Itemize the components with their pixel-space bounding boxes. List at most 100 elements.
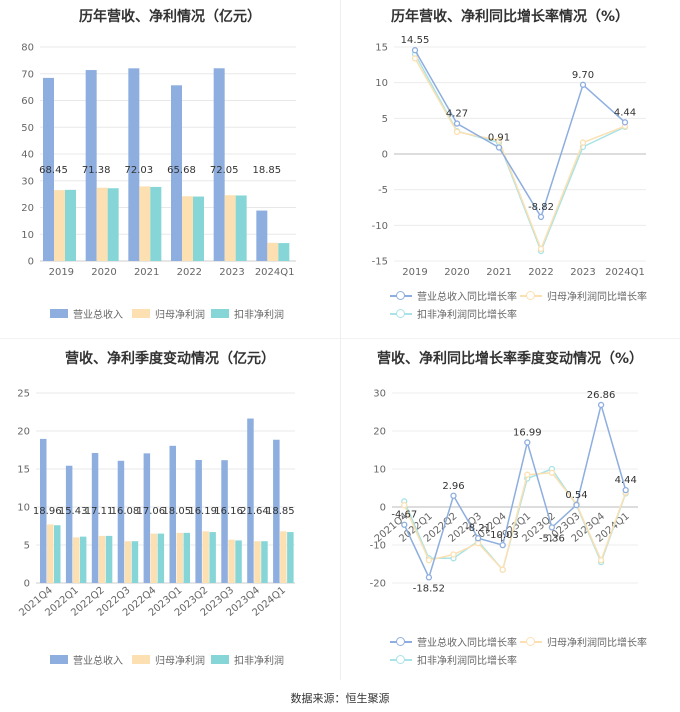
y-tick-label: 80 bbox=[21, 43, 34, 54]
point-revenue-growth bbox=[579, 81, 587, 88]
x-tick-label: 2024Q1 bbox=[605, 267, 645, 278]
legend-item-net-profit[interactable]: 归母净利润 bbox=[132, 306, 205, 321]
y-tick-label: 20 bbox=[373, 427, 386, 438]
legend-item-deducted-profit[interactable]: 扣非净利润 bbox=[211, 652, 284, 667]
legend-item-revenue-growth[interactable]: 营业总收入同比增长率 bbox=[390, 634, 517, 649]
legend-item-net-profit[interactable]: 归母净利润 bbox=[132, 652, 205, 667]
chart-title: 营收、净利同比增长率季度变动情况（%） bbox=[376, 351, 644, 367]
point-revenue-growth bbox=[453, 120, 461, 127]
y-tick-label: 20 bbox=[21, 203, 34, 214]
y-tick-label: -10 bbox=[372, 221, 388, 232]
point-net-profit-growth bbox=[401, 501, 408, 509]
bar-deducted-profit bbox=[131, 541, 139, 583]
data-label: 14.55 bbox=[401, 35, 430, 46]
data-label: 18.05 bbox=[162, 506, 191, 517]
legend-item-deducted-growth[interactable]: 扣非净利润同比增长率 bbox=[390, 652, 517, 667]
legend-item-revenue-growth[interactable]: 营业总收入同比增长率 bbox=[390, 288, 517, 303]
point-revenue-growth bbox=[537, 213, 545, 221]
annual-revenue-panel: 历年营收、净利情况（亿元） 0 10 20 30 40 50 60 70 80 2019 2020 2… bbox=[0, 0, 340, 340]
data-label: -18.52 bbox=[413, 583, 445, 594]
bar-revenue bbox=[65, 465, 73, 583]
bar-revenue bbox=[143, 453, 151, 583]
y-tick-label: 10 bbox=[373, 465, 386, 476]
point-revenue-growth bbox=[573, 501, 580, 509]
bar-net-profit bbox=[96, 187, 108, 261]
point-revenue-growth bbox=[524, 439, 531, 446]
point-revenue-growth bbox=[425, 574, 433, 581]
point-revenue-growth bbox=[495, 144, 503, 151]
point-net-profit-growth bbox=[579, 139, 587, 146]
bar-net-profit bbox=[124, 541, 132, 583]
line-deducted-growth bbox=[414, 53, 626, 254]
point-revenue-growth bbox=[597, 401, 605, 409]
data-label: 17.11 bbox=[85, 506, 114, 517]
legend-item-deducted-profit[interactable]: 扣非净利润 bbox=[211, 306, 284, 321]
bar-net-profit bbox=[228, 539, 235, 583]
legend-swatch bbox=[390, 290, 412, 301]
y-tick-label: 0 bbox=[28, 257, 34, 268]
data-label: 0.54 bbox=[565, 490, 587, 501]
bar-deducted-profit bbox=[65, 189, 76, 261]
data-source-note: 数据来源：恒生聚源 bbox=[290, 692, 390, 705]
data-label: 2.96 bbox=[442, 481, 464, 492]
bar-deducted-profit bbox=[261, 541, 268, 583]
y-tick-label: 50 bbox=[21, 123, 34, 134]
bar-net-profit bbox=[47, 524, 54, 583]
legend-item-revenue[interactable]: 营业总收入 bbox=[50, 306, 123, 321]
chart-title: 历年营收、净利同比增长率情况（%） bbox=[390, 9, 630, 25]
x-tick-label: 2019 bbox=[402, 267, 427, 278]
bar-revenue bbox=[91, 452, 99, 583]
legend-swatch bbox=[211, 655, 229, 664]
legend-swatch bbox=[50, 655, 68, 664]
bar-revenue bbox=[128, 68, 140, 261]
data-label: 4.27 bbox=[446, 109, 468, 120]
data-label: 18.85 bbox=[253, 165, 282, 176]
y-tick-label: 30 bbox=[373, 389, 386, 400]
bar-net-profit bbox=[224, 195, 236, 261]
legend-item-net-profit-growth[interactable]: 归母净利润同比增长率 bbox=[520, 634, 647, 649]
legend-swatch bbox=[132, 655, 150, 664]
y-tick-label: -20 bbox=[370, 579, 386, 590]
bar-deducted-profit bbox=[235, 540, 242, 583]
legend-swatch bbox=[50, 309, 68, 318]
x-tick-label: 2022 bbox=[177, 267, 202, 278]
annual-revenue-chart: 0 10 20 30 40 50 60 70 80 2019 2020 2021 2022 2023 202… bbox=[21, 43, 296, 278]
point-revenue-growth bbox=[401, 521, 408, 528]
legend-swatch bbox=[520, 290, 542, 301]
data-label: 16.19 bbox=[188, 506, 217, 517]
quarterly-growth-chart: -20-1001020302021Q42022Q12022Q22022Q3202… bbox=[370, 389, 638, 594]
bar-revenue bbox=[43, 77, 54, 262]
data-label: 65.68 bbox=[167, 165, 196, 176]
y-tick-label: 5 bbox=[382, 114, 388, 125]
bar-revenue bbox=[40, 438, 47, 583]
x-tick-label: 2021 bbox=[486, 267, 511, 278]
legend-item-revenue[interactable]: 营业总收入 bbox=[50, 652, 123, 667]
y-tick-label: 15 bbox=[375, 43, 388, 54]
y-tick-label: 0 bbox=[382, 150, 388, 161]
bar-revenue bbox=[247, 418, 254, 583]
legend-swatch bbox=[390, 636, 412, 647]
bar-deducted-profit bbox=[150, 186, 162, 261]
point-net-profit-growth bbox=[548, 469, 556, 476]
legend-item-net-profit-growth[interactable]: 归母净利润同比增长率 bbox=[520, 288, 647, 303]
line-net-profit-growth bbox=[403, 472, 627, 572]
legend-label: 扣非净利润 bbox=[234, 656, 284, 667]
legend-label: 归母净利润 bbox=[155, 656, 205, 667]
bar-net-profit bbox=[254, 541, 261, 583]
point-net-profit-growth bbox=[499, 566, 506, 573]
legend-label: 营业总收入同比增长率 bbox=[417, 292, 517, 303]
point-net-profit-growth bbox=[450, 551, 457, 558]
data-label: 4.44 bbox=[614, 107, 636, 118]
data-label: 72.05 bbox=[210, 165, 239, 176]
y-tick-label: 10 bbox=[21, 230, 34, 241]
quarterly-growth-panel: 营收、净利同比增长率季度变动情况（%） -20 -10 0 10 20 30 2021Q4 2… bbox=[340, 340, 680, 680]
data-label: 21.64 bbox=[240, 506, 269, 517]
point-revenue-growth bbox=[548, 524, 556, 531]
y-tick-label: 10 bbox=[375, 78, 388, 89]
legend-label: 营业总收入 bbox=[73, 656, 123, 667]
bar-revenue bbox=[273, 439, 280, 583]
legend-label: 扣非净利润同比增长率 bbox=[417, 310, 517, 321]
legend-item-deducted-growth[interactable]: 扣非净利润同比增长率 bbox=[390, 306, 517, 321]
bar-net-profit bbox=[139, 186, 151, 261]
bar-deducted-profit bbox=[54, 525, 61, 583]
